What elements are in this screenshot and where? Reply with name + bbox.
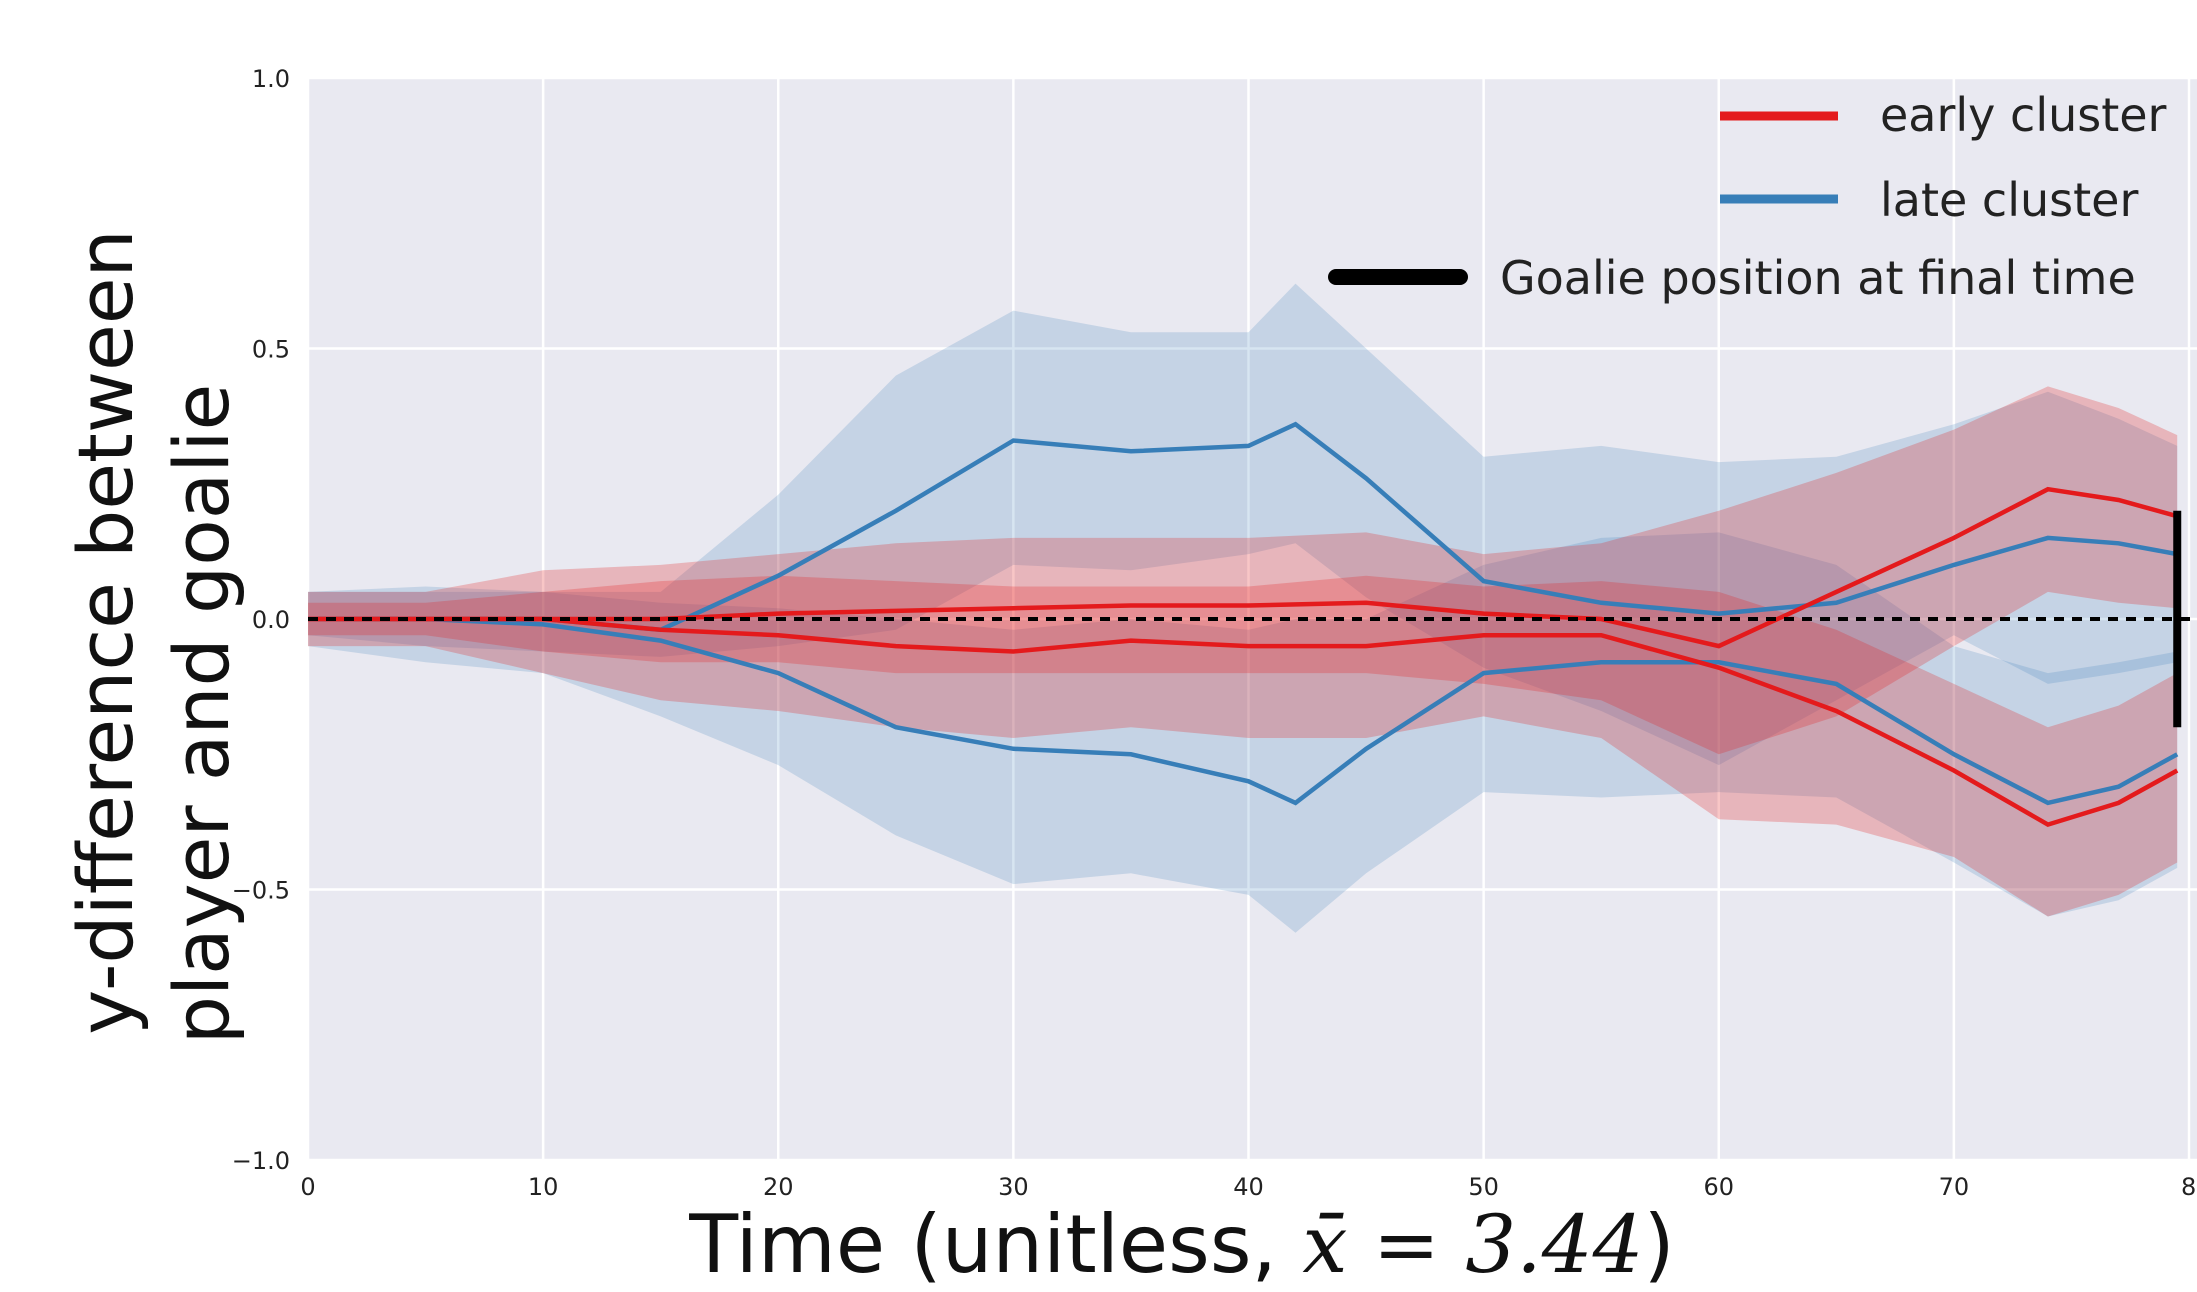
y-tick-label: −0.5: [232, 877, 290, 905]
x-tick-label: 8: [2181, 1173, 2196, 1201]
x-tick-label: 70: [1939, 1173, 1970, 1201]
x-axis-title: Time (unitless, x̄ = 3.44): [688, 1198, 1674, 1291]
y-axis-title-line2: player and goalie: [157, 384, 246, 1045]
early-cluster-lower-line: [308, 616, 2179, 828]
x-tick-label: 30: [998, 1173, 1029, 1201]
y-tick-label: 0.0: [252, 606, 290, 634]
legend-label-goalie: Goalie position at final time: [1500, 251, 2136, 305]
x-tick-label: 10: [528, 1173, 559, 1201]
x-axis-title-prefix: Time (unitless,: [688, 1198, 1302, 1291]
y-tick-labels: −1.0 −0.5 0.0 0.5 1.0: [232, 65, 290, 1175]
y-tick-label: −1.0: [232, 1147, 290, 1175]
x-tick-label: 0: [300, 1173, 315, 1201]
x-tick-labels: 0 10 20 30 40 50 60 70 8: [300, 1173, 2196, 1201]
y-axis-title-line1: y-difference between: [61, 229, 150, 1034]
x-tick-label: 60: [1703, 1173, 1734, 1201]
y-tick-label: 1.0: [252, 65, 290, 93]
legend-label-early: early cluster: [1880, 88, 2167, 142]
legend-label-late: late cluster: [1880, 173, 2138, 227]
x-tick-label: 50: [1468, 1173, 1499, 1201]
x-tick-label: 40: [1233, 1173, 1264, 1201]
late-cluster-lower-line: [308, 616, 2179, 806]
series-lines: [308, 421, 2179, 828]
x-axis-title-math: x̄ = 3.44: [1302, 1198, 1643, 1291]
late-lower-band: [308, 532, 2178, 933]
x-axis-title-suffix: ): [1644, 1198, 1675, 1291]
x-tick-label: 20: [763, 1173, 794, 1201]
legend: early cluster late cluster Goalie positi…: [1328, 88, 2167, 305]
y-tick-label: 0.5: [252, 336, 290, 364]
